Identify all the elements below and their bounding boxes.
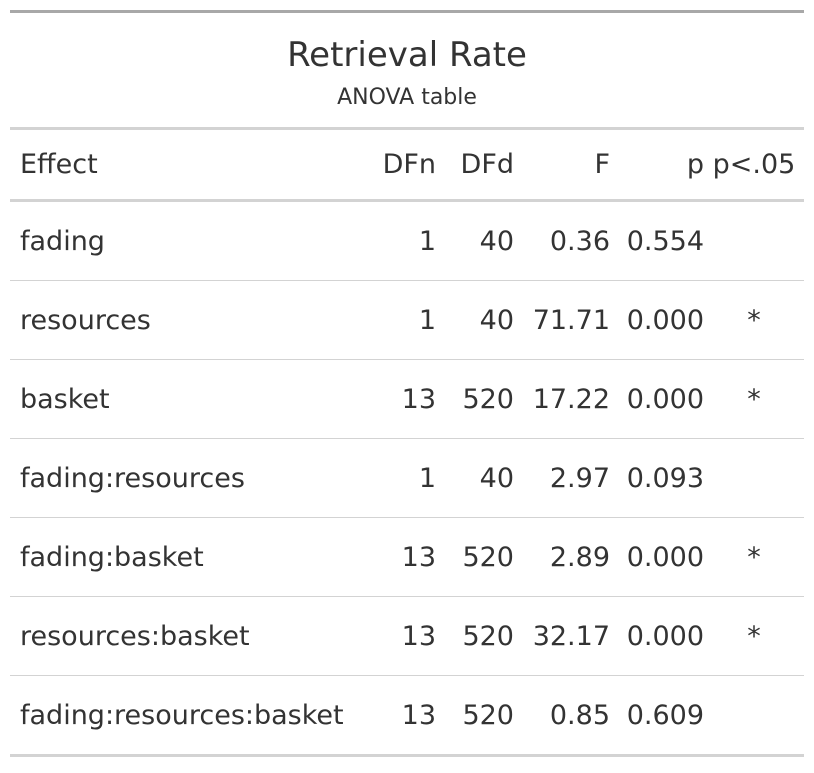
cell-significance	[704, 438, 804, 518]
column-header-p: p	[610, 130, 704, 202]
table-row: resources:basket 13 520 32.17 0.000 *	[10, 596, 804, 676]
cell-p: 0.000	[610, 596, 704, 676]
cell-p: 0.000	[610, 359, 704, 439]
table-row: fading:resources:basket 13 520 0.85 0.60…	[10, 675, 804, 757]
cell-significance: *	[704, 596, 804, 676]
cell-dfn: 13	[358, 596, 436, 676]
anova-table-container: Retrieval Rate ANOVA table Effect DFn DF…	[10, 10, 804, 757]
cell-p: 0.609	[610, 675, 704, 757]
cell-dfn: 1	[358, 438, 436, 518]
cell-dfd: 520	[436, 675, 514, 757]
cell-f: 0.36	[514, 200, 610, 281]
cell-dfd: 520	[436, 596, 514, 676]
cell-dfd: 40	[436, 438, 514, 518]
table-row: basket 13 520 17.22 0.000 *	[10, 359, 804, 439]
table-row: fading:basket 13 520 2.89 0.000 *	[10, 517, 804, 597]
cell-dfn: 13	[358, 517, 436, 597]
cell-f: 32.17	[514, 596, 610, 676]
top-rule	[10, 10, 804, 13]
cell-p: 0.000	[610, 280, 704, 360]
cell-significance	[704, 200, 804, 281]
cell-p: 0.000	[610, 517, 704, 597]
table-row: resources 1 40 71.71 0.000 *	[10, 280, 804, 360]
cell-significance	[704, 675, 804, 757]
cell-significance: *	[704, 359, 804, 439]
cell-f: 2.97	[514, 438, 610, 518]
cell-effect: fading:resources	[10, 438, 358, 518]
cell-f: 17.22	[514, 359, 610, 439]
cell-dfn: 13	[358, 359, 436, 439]
column-header-significance: p<.05	[704, 130, 804, 202]
table-subtitle: ANOVA table	[337, 85, 477, 110]
column-header-dfd: DFd	[436, 130, 514, 202]
cell-significance: *	[704, 517, 804, 597]
table-row: fading:resources 1 40 2.97 0.093	[10, 438, 804, 518]
cell-effect: resources	[10, 280, 358, 360]
cell-p: 0.093	[610, 438, 704, 518]
column-header-f: F	[514, 130, 610, 202]
cell-f: 0.85	[514, 675, 610, 757]
cell-dfd: 520	[436, 359, 514, 439]
cell-effect: basket	[10, 359, 358, 439]
cell-dfd: 520	[436, 517, 514, 597]
column-header-dfn: DFn	[358, 130, 436, 202]
anova-table: Effect DFn DFd F p p<.05 fading 1 40 0.3…	[10, 130, 804, 757]
cell-effect: resources:basket	[10, 596, 358, 676]
table-title: Retrieval Rate	[287, 35, 527, 75]
cell-dfn: 1	[358, 200, 436, 281]
cell-f: 2.89	[514, 517, 610, 597]
cell-dfd: 40	[436, 280, 514, 360]
header-row: Effect DFn DFd F p p<.05	[10, 130, 804, 202]
cell-dfn: 13	[358, 675, 436, 757]
column-header-effect: Effect	[10, 130, 358, 202]
cell-dfd: 40	[436, 200, 514, 281]
cell-effect: fading:resources:basket	[10, 675, 358, 757]
cell-significance: *	[704, 280, 804, 360]
cell-f: 71.71	[514, 280, 610, 360]
header-rule	[10, 127, 804, 130]
cell-effect: fading	[10, 200, 358, 281]
cell-dfn: 1	[358, 280, 436, 360]
cell-p: 0.554	[610, 200, 704, 281]
table-row: fading 1 40 0.36 0.554	[10, 200, 804, 281]
cell-effect: fading:basket	[10, 517, 358, 597]
